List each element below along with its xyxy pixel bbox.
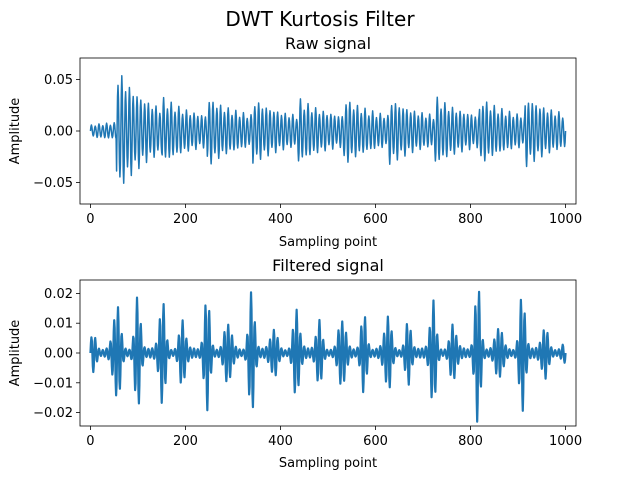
filtered-signal-series-line [89,290,567,423]
raw-signal-x-tick-label: 800 [458,212,483,227]
filtered-signal-y-ticks: −0.02 −0.01 0.00 0.01 0.02 [33,287,80,421]
filtered-signal-y-tick-label: 0.01 [44,317,73,332]
raw-signal-panel: Raw signal 0 200 400 600 800 1000 −0.05 0.00 0.… [8,34,582,250]
raw-signal-x-axis-label: Sampling point [279,235,377,250]
raw-signal-series-line [89,75,567,184]
raw-signal-x-ticks: 0 200 400 600 800 1000 [86,204,582,227]
raw-signal-x-tick-label: 1000 [549,212,582,227]
raw-signal-y-ticks: −0.05 0.00 0.05 [33,73,80,191]
filtered-signal-x-tick-label: 1000 [549,434,582,449]
raw-signal-plot-area [89,75,567,184]
raw-signal-y-tick-label: 0.00 [44,125,73,140]
filtered-signal-plot-area [89,290,567,423]
filtered-signal-panel: Filtered signal 0 200 400 600 800 1000 −0.02−… [8,256,582,471]
filtered-signal-title: Filtered signal [272,256,384,275]
filtered-signal-x-axis-label: Sampling point [279,456,377,471]
filtered-signal-x-tick-label: 400 [268,434,293,449]
filtered-signal-y-tick-label: −0.01 [33,376,73,391]
raw-signal-x-tick-label: 400 [268,212,293,227]
raw-signal-x-tick-label: 200 [173,212,198,227]
filtered-signal-x-tick-label: 200 [173,434,198,449]
filtered-signal-y-axis-label: Amplitude [8,320,23,387]
filtered-signal-y-tick-label: 0.00 [44,347,73,362]
raw-signal-x-tick-label: 600 [363,212,388,227]
raw-signal-y-tick-label: 0.05 [44,73,73,88]
figure-title: DWT Kurtosis Filter [225,7,415,31]
raw-signal-title: Raw signal [285,34,371,53]
filtered-signal-x-tick-label: 600 [363,434,388,449]
filtered-signal-x-tick-label: 800 [458,434,483,449]
raw-signal-y-tick-label: −0.05 [33,176,73,191]
filtered-signal-x-ticks: 0 200 400 600 800 1000 [86,426,582,449]
raw-signal-y-axis-label: Amplitude [8,98,23,165]
filtered-signal-y-tick-label: −0.02 [33,406,73,421]
raw-signal-x-tick-label: 0 [86,212,94,227]
filtered-signal-x-tick-label: 0 [86,434,94,449]
filtered-signal-y-tick-label: 0.02 [44,287,73,302]
